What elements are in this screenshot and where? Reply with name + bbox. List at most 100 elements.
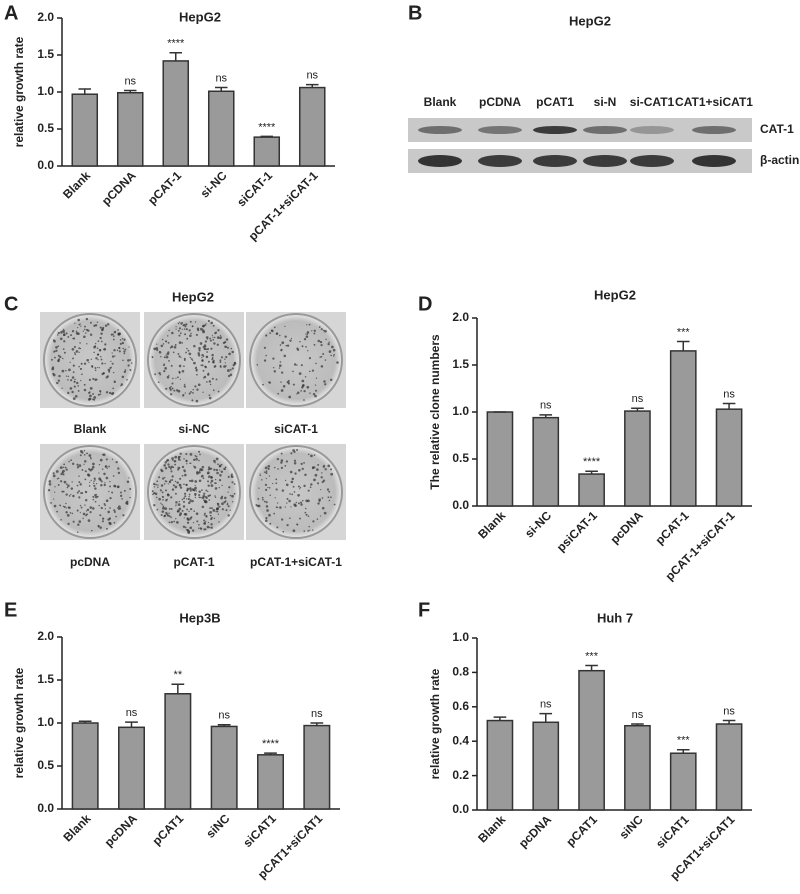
colony xyxy=(113,380,117,383)
blot-band xyxy=(583,126,627,134)
colony xyxy=(168,386,172,390)
colony xyxy=(322,479,326,482)
colony xyxy=(151,355,154,358)
colony xyxy=(185,459,188,462)
colony xyxy=(210,347,213,350)
colony xyxy=(103,502,106,505)
colony xyxy=(213,468,216,471)
colony xyxy=(198,527,200,529)
bar xyxy=(578,473,605,507)
colony xyxy=(106,467,108,470)
significance-label: *** xyxy=(677,735,691,747)
colony xyxy=(291,477,294,481)
colony xyxy=(172,351,175,354)
colony xyxy=(57,484,60,486)
colony xyxy=(199,453,201,456)
colony xyxy=(77,326,79,329)
colony xyxy=(269,494,271,497)
colony xyxy=(113,521,116,524)
colony xyxy=(158,476,161,479)
colony xyxy=(189,507,193,511)
colony xyxy=(306,324,308,326)
colony xyxy=(200,327,203,331)
colony xyxy=(224,500,227,503)
colony xyxy=(110,366,112,368)
colony xyxy=(113,349,116,352)
colony xyxy=(219,336,222,340)
colony xyxy=(88,361,90,364)
colony xyxy=(203,499,205,501)
colony xyxy=(168,521,171,524)
colony xyxy=(69,512,72,514)
colony xyxy=(320,489,322,491)
colony xyxy=(70,379,73,382)
colony xyxy=(316,518,319,520)
colony xyxy=(214,482,216,484)
colony xyxy=(286,502,288,504)
colony xyxy=(88,391,91,394)
colony xyxy=(76,466,80,469)
colony xyxy=(199,342,203,345)
colony xyxy=(67,379,69,381)
lane-label: Blank xyxy=(424,95,457,109)
colony xyxy=(202,324,205,328)
colony xyxy=(95,483,98,485)
colony xyxy=(57,354,60,357)
colony xyxy=(175,501,178,504)
colony xyxy=(126,378,128,381)
significance-label: ns xyxy=(540,400,552,412)
colony xyxy=(63,480,67,484)
colony xyxy=(211,361,215,364)
colony xyxy=(90,358,93,360)
colony xyxy=(227,505,230,508)
colony xyxy=(88,481,91,483)
colony xyxy=(170,496,173,499)
colony xyxy=(195,490,197,492)
colony xyxy=(215,378,218,381)
colony xyxy=(320,476,323,479)
colony xyxy=(275,488,278,491)
colony xyxy=(126,480,130,484)
colony xyxy=(183,492,187,495)
colony xyxy=(165,354,167,356)
y-tick-label: 0.5 xyxy=(37,121,54,135)
colony xyxy=(159,350,161,353)
colony xyxy=(99,349,102,351)
colony xyxy=(86,343,88,345)
colony xyxy=(281,341,285,345)
panel-letter: B xyxy=(408,2,422,24)
colony xyxy=(68,460,70,463)
colony xyxy=(181,498,184,501)
error-bar xyxy=(676,749,690,754)
colony xyxy=(104,482,106,484)
colony xyxy=(330,354,332,357)
colony xyxy=(322,465,325,468)
colony xyxy=(72,371,75,374)
colony xyxy=(265,519,268,523)
colony xyxy=(93,345,96,349)
colony xyxy=(224,466,227,469)
colony xyxy=(265,505,269,508)
colony xyxy=(163,464,166,467)
colony xyxy=(176,520,179,524)
colony xyxy=(63,506,66,509)
colony xyxy=(181,509,184,512)
plate xyxy=(249,445,343,539)
colony xyxy=(65,369,67,372)
colony xyxy=(182,505,186,508)
colony xyxy=(206,381,208,383)
colony xyxy=(214,487,218,490)
colony xyxy=(278,364,282,367)
colony xyxy=(204,365,207,368)
colony xyxy=(80,325,82,327)
colony xyxy=(60,472,63,476)
bar xyxy=(116,91,144,167)
colony xyxy=(307,529,309,532)
colony xyxy=(163,356,166,359)
colony xyxy=(210,484,214,487)
colony xyxy=(100,332,103,335)
colony xyxy=(183,359,186,362)
colony xyxy=(301,467,304,471)
colony xyxy=(153,347,157,351)
colony xyxy=(164,507,168,511)
